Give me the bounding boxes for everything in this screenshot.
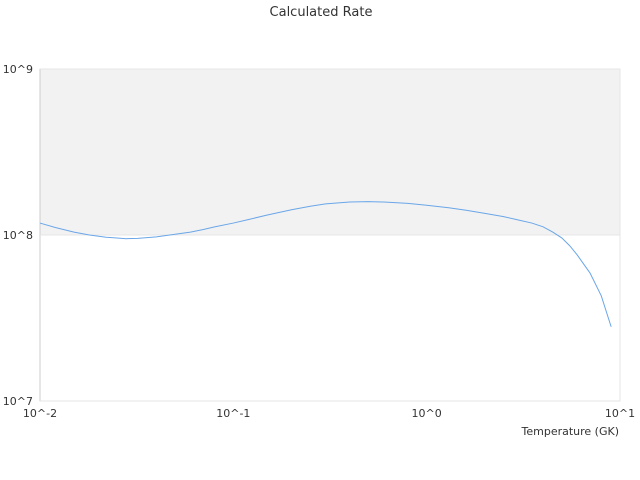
data-point: [406, 202, 409, 205]
data-point: [136, 237, 139, 240]
x-tick-label: 10^-1: [216, 407, 250, 420]
data-point: [324, 202, 327, 205]
data-point: [309, 205, 312, 208]
data-point: [266, 213, 269, 216]
data-point: [39, 222, 42, 225]
data-point: [517, 219, 520, 222]
data-point: [213, 225, 216, 228]
y-tick-label: 10^9: [3, 63, 33, 76]
data-point: [290, 208, 293, 211]
data-point: [73, 231, 76, 234]
data-point: [600, 294, 603, 297]
data-point: [465, 209, 468, 212]
chart-title: Calculated Rate: [270, 5, 373, 20]
data-point: [551, 231, 554, 234]
data-point: [54, 226, 57, 229]
data-point: [115, 236, 118, 239]
x-axis-label: Temperature (GK): [521, 425, 620, 438]
data-point: [202, 228, 205, 231]
shaded-band: [40, 69, 620, 235]
data-point: [542, 225, 545, 228]
data-point: [483, 212, 486, 215]
data-point: [247, 218, 250, 221]
x-tick-label: 10^0: [412, 407, 442, 420]
data-point: [425, 204, 428, 207]
data-point: [610, 325, 613, 328]
data-point: [189, 231, 192, 234]
data-point: [125, 237, 128, 240]
data-point: [589, 272, 592, 275]
data-point: [348, 201, 351, 204]
x-tick-label: 10^-2: [23, 407, 57, 420]
data-point: [502, 215, 505, 218]
y-tick-label: 10^8: [3, 229, 33, 242]
rate-series-line: [39, 201, 612, 327]
data-point: [568, 244, 571, 247]
data-point: [560, 236, 563, 239]
data-point: [382, 201, 385, 204]
data-point: [447, 206, 450, 209]
data-point: [155, 235, 158, 238]
data-point: [174, 233, 177, 236]
data-point: [367, 200, 370, 203]
x-tick-label: 10^1: [605, 407, 635, 420]
data-point: [232, 222, 235, 225]
data-point: [88, 234, 91, 237]
data-point: [105, 236, 108, 239]
y-tick-label: 10^7: [3, 395, 33, 408]
data-point: [576, 253, 579, 256]
data-point: [530, 222, 533, 225]
